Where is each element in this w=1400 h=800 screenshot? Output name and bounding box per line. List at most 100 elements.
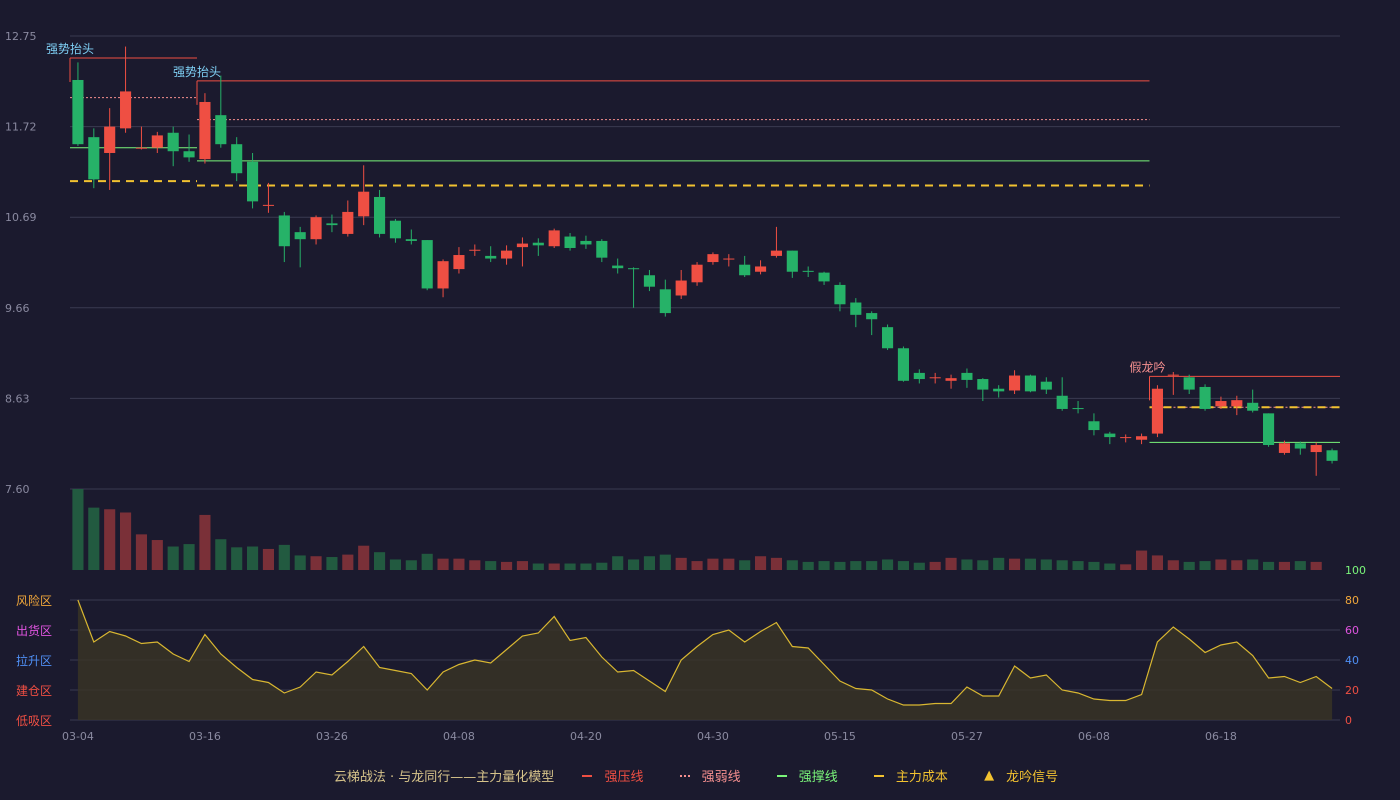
date-axis: 03-04 03-16 03-26 04-08 04-20 04-30 05-15 05-27… <box>62 730 1237 743</box>
date-tick-label: 05-15 <box>824 730 856 743</box>
legend-item-signal[interactable]: ▲ 龙吟信号 <box>984 768 1059 785</box>
candle-body <box>469 249 481 251</box>
candle-body <box>262 204 274 206</box>
candle-body <box>167 132 179 152</box>
candle-body <box>501 250 513 259</box>
candle-body <box>707 254 719 263</box>
candle-body <box>231 144 243 174</box>
indicator-zone-label: 风险区 <box>16 593 52 608</box>
indicator-tick-label: 20 <box>1345 684 1359 697</box>
candle-body <box>1278 443 1290 453</box>
candle-body <box>929 377 941 379</box>
date-tick-label: 04-30 <box>697 730 729 743</box>
volume-bar <box>580 563 592 570</box>
candle-body <box>1151 388 1163 434</box>
candle-body <box>850 302 862 315</box>
candle-body <box>628 268 640 270</box>
volume-bar <box>548 563 560 570</box>
volume-bar <box>1088 561 1100 570</box>
volume-bar <box>88 507 100 570</box>
signal-label: 假龙吟 <box>1130 359 1166 374</box>
price-axis: 12.75 11.72 10.69 9.66 8.63 7.60 <box>5 30 37 496</box>
indicator-zone-label: 低吸区 <box>16 714 52 728</box>
date-tick-label: 06-18 <box>1205 730 1237 743</box>
volume-bar <box>993 557 1005 570</box>
candle-body <box>945 378 957 381</box>
volume-bar <box>802 561 814 570</box>
volume-bar <box>691 561 703 570</box>
signal-label: 强势抬头 <box>173 65 221 79</box>
candle-body <box>802 270 814 272</box>
candle-body <box>548 230 560 247</box>
volume-bar <box>310 556 322 570</box>
cost-line-swatch <box>873 774 884 777</box>
candle-body <box>1088 421 1100 431</box>
date-tick-label: 03-16 <box>189 730 221 743</box>
legend-item-support[interactable]: 强撑线 <box>769 766 846 785</box>
price-grid <box>70 35 1340 490</box>
volume-bar <box>262 548 274 570</box>
resist-line-swatch <box>582 774 593 777</box>
candle-body <box>453 255 465 270</box>
volume-bar <box>231 547 243 570</box>
candle-body <box>532 242 544 246</box>
candle-body <box>1072 408 1084 410</box>
candle-body <box>755 266 767 272</box>
legend-item-cost[interactable]: 主力成本 <box>866 766 956 785</box>
volume-bar <box>977 560 989 570</box>
signal-lines <box>69 57 1340 443</box>
candle-body <box>88 137 100 180</box>
indicator-line <box>77 599 1333 706</box>
weak-line-swatch <box>679 774 690 777</box>
indicator-zone-label: 建仓区 <box>16 684 52 698</box>
date-tick-label: 04-20 <box>570 730 602 743</box>
volume-bar <box>1310 561 1322 570</box>
indicator-tick-label: 80 <box>1345 594 1359 607</box>
candle-body <box>1310 445 1322 453</box>
volume-bar <box>358 545 370 570</box>
volume-bar <box>850 561 862 570</box>
candle-body <box>913 372 925 380</box>
signal-label: 强势抬头 <box>46 42 94 56</box>
candlesticks <box>72 46 1338 476</box>
volume-bar <box>516 561 528 570</box>
volume-bar <box>389 559 401 570</box>
volume-bar <box>469 560 481 570</box>
candle-body <box>342 211 354 234</box>
volume-bar <box>453 558 465 570</box>
volume-bar <box>294 555 306 570</box>
volume-bar <box>866 561 878 570</box>
candle-body <box>135 147 147 149</box>
candle-body <box>723 258 735 260</box>
candle-body <box>564 236 576 248</box>
candle-body <box>770 250 782 256</box>
candle-body <box>485 255 497 259</box>
candle-body <box>866 313 878 320</box>
candle-body <box>151 135 163 148</box>
volume-bar <box>326 557 338 570</box>
indicator-tick-label: 0 <box>1345 714 1352 727</box>
candle-body <box>421 240 433 289</box>
legend-item-weak[interactable]: 强弱线 <box>672 766 749 785</box>
volume-bar <box>1167 560 1179 570</box>
volume-bar <box>755 556 767 570</box>
volume-bar <box>501 561 513 570</box>
candle-body <box>612 265 624 269</box>
candle-body <box>1326 450 1338 461</box>
price-tick-label: 9.66 <box>5 302 30 315</box>
volume-bar <box>1263 561 1275 570</box>
price-tick-label: 7.60 <box>5 483 30 496</box>
volume-bar <box>104 509 116 570</box>
legend-item-resist[interactable]: 强压线 <box>574 766 651 785</box>
candle-body <box>1231 400 1243 407</box>
volume-bar <box>1151 555 1163 570</box>
volume-bar <box>120 512 132 570</box>
volume-bar <box>183 544 195 570</box>
volume-bar <box>596 562 608 570</box>
candle-body <box>358 191 370 217</box>
chart-legend: 云梯战法 · 与龙同行——主力量化模型 强压线 强弱线 强撑线 主力成本 ▲ 龙吟… <box>0 766 1400 786</box>
candle-body <box>897 348 909 381</box>
volume-bar <box>437 558 449 570</box>
candle-body <box>1136 436 1148 440</box>
